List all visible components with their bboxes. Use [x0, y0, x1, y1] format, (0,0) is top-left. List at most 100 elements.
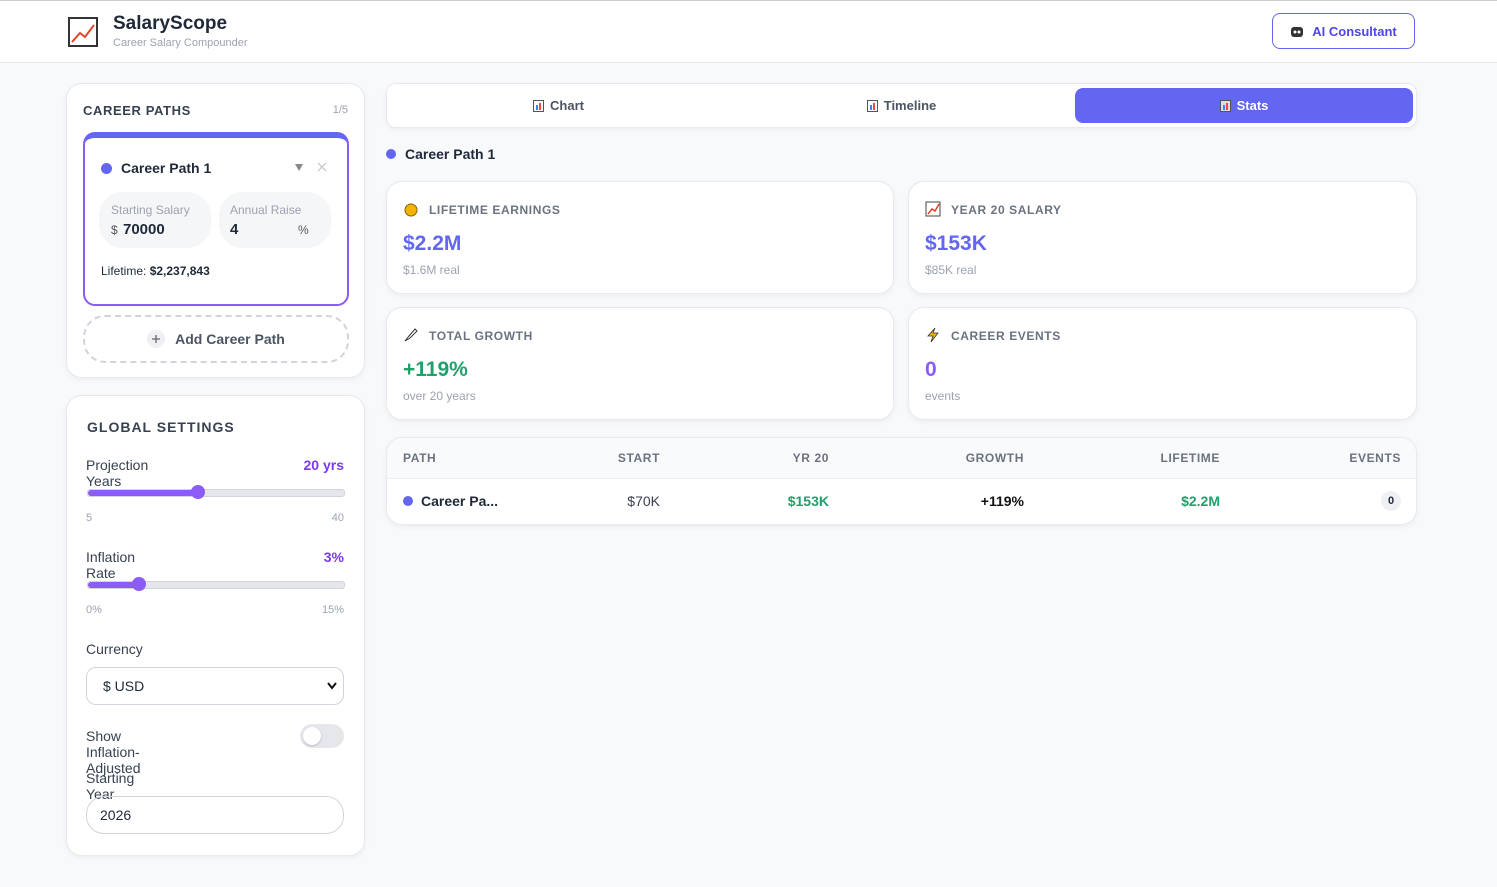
- stat-value: 0: [925, 358, 937, 381]
- slider-fill: [88, 490, 198, 496]
- input-label: Starting Salary: [111, 203, 190, 217]
- remove-icon[interactable]: [317, 162, 327, 172]
- tab[interactable]: Timeline: [734, 88, 1069, 123]
- table-cell: $153K: [787, 493, 829, 509]
- tab[interactable]: Chart: [391, 88, 726, 123]
- tab-label: Stats: [1236, 98, 1269, 113]
- path-card[interactable]: Career Path 1 Starting Salary $ 70000 An…: [83, 132, 349, 306]
- header: SalaryScope Career Salary Compounder AI …: [0, 0, 1497, 63]
- add-path-button[interactable]: Add Career Path: [83, 315, 349, 363]
- tab-icon: [1219, 99, 1231, 112]
- stat-value: +119%: [403, 358, 468, 381]
- stat-label: TOTAL GROWTH: [429, 329, 533, 343]
- stat-icon: [404, 328, 418, 342]
- table-cell: +119%: [980, 493, 1024, 509]
- panel-heading: GLOBAL SETTINGS: [87, 419, 235, 435]
- table-header: [387, 438, 1416, 479]
- tab-icon: [533, 99, 545, 112]
- collapse-icon[interactable]: [294, 162, 304, 172]
- toggle[interactable]: [300, 724, 344, 748]
- path-color-dot: [403, 496, 413, 506]
- slider-max: 15%: [321, 604, 344, 616]
- stat-card: CAREER EVENTS 0 events: [908, 307, 1417, 420]
- currency-select[interactable]: $ USD: [86, 667, 344, 705]
- column-header: PATH: [403, 451, 437, 465]
- stat-sub: over 20 years: [403, 389, 476, 403]
- input-value: 70000: [123, 221, 165, 238]
- slider-track[interactable]: [87, 485, 345, 499]
- select-value: $ USD: [103, 678, 145, 694]
- app-subtitle: Career Salary Compounder: [113, 37, 248, 49]
- global-settings-panel: GLOBAL SETTINGS: [66, 395, 365, 856]
- slider-track[interactable]: [87, 577, 345, 591]
- lifetime-row: Lifetime: $2,237,843: [101, 264, 210, 278]
- stat-label: CAREER EVENTS: [951, 329, 1061, 343]
- table-cell: Career Pa...: [421, 493, 499, 509]
- table-cell: $2.2M: [1181, 493, 1220, 509]
- career-paths-panel: CAREER PATHS 1/5 Career Path 1 Starting …: [66, 83, 365, 378]
- input-value: 4: [230, 221, 239, 238]
- tab-label: Chart: [550, 98, 584, 113]
- selected-path: Career Path 1: [405, 146, 496, 162]
- column-header: EVENTS: [1349, 451, 1401, 465]
- stat-sub: $1.6M real: [403, 263, 460, 277]
- currency-symbol: $: [111, 223, 118, 237]
- summary-table: PATH START YR 20 GROWTH LIFETIME EVENTS Caree…: [386, 437, 1417, 525]
- setting-label: Projection Years: [86, 457, 149, 489]
- path-color-dot: [386, 149, 396, 159]
- tab-label: Timeline: [883, 98, 937, 113]
- tab-bar: Chart Timeline Stats: [386, 83, 1417, 128]
- slider-thumb[interactable]: [132, 577, 147, 591]
- slider-min: 5: [86, 512, 93, 524]
- input-label: Annual Raise: [230, 203, 302, 217]
- slider-max: 40: [331, 512, 344, 524]
- lifetime-label: Lifetime:: [101, 264, 147, 278]
- salary-input[interactable]: Starting Salary $ 70000: [99, 192, 211, 248]
- input-value: 2026: [100, 807, 132, 823]
- column-header: GROWTH: [965, 451, 1024, 465]
- setting-label: Show Inflation-Adjusted: [86, 728, 141, 776]
- stat-icon: [925, 201, 941, 217]
- setting-value: 20 yrs: [303, 457, 344, 473]
- stat-icon: [927, 327, 939, 343]
- events-badge: 0: [1381, 491, 1401, 511]
- column-header: YR 20: [792, 451, 829, 465]
- raise-input[interactable]: Annual Raise 4 %: [219, 192, 331, 248]
- path-color-dot: [101, 163, 112, 174]
- ai-consultant-button[interactable]: AI Consultant: [1272, 13, 1415, 49]
- setting-value: 3%: [323, 549, 344, 565]
- slider-min: 0%: [86, 604, 102, 616]
- stat-value: $153K: [925, 232, 987, 255]
- logo: [68, 17, 98, 47]
- robot-icon: [1291, 27, 1304, 37]
- button-label: AI Consultant: [1312, 23, 1397, 39]
- percent-symbol: %: [298, 223, 309, 237]
- path-count: 1/5: [332, 104, 348, 116]
- plus-icon: [147, 330, 166, 348]
- column-header: LIFETIME: [1160, 451, 1220, 465]
- stat-value: $2.2M: [403, 232, 462, 255]
- lifetime-value: $2,237,843: [149, 264, 210, 278]
- stat-label: LIFETIME EARNINGS: [429, 203, 561, 217]
- button-label: Add Career Path: [175, 331, 285, 347]
- slider-fill: [88, 582, 140, 588]
- stat-card: LIFETIME EARNINGS $2.2M $1.6M real: [386, 181, 894, 294]
- year-input[interactable]: 2026: [86, 796, 344, 834]
- setting-label: Inflation Rate: [86, 549, 136, 581]
- stat-card: YEAR 20 SALARY $153K $85K real: [908, 181, 1417, 294]
- stat-sub: $85K real: [925, 263, 977, 277]
- tab[interactable]: Stats: [1075, 88, 1413, 123]
- stat-icon: [404, 203, 418, 217]
- stat-sub: events: [925, 389, 961, 403]
- path-name[interactable]: Career Path 1: [121, 160, 212, 176]
- table-cell: $70K: [627, 493, 660, 509]
- tab-icon: [866, 99, 878, 112]
- column-header: START: [617, 451, 660, 465]
- setting-label: Currency: [86, 641, 143, 657]
- slider-thumb[interactable]: [190, 485, 205, 499]
- app-title: SalaryScope: [113, 13, 228, 34]
- toggle-knob: [303, 727, 321, 745]
- stat-label: YEAR 20 SALARY: [951, 203, 1062, 217]
- stat-card: TOTAL GROWTH +119% over 20 years: [386, 307, 894, 420]
